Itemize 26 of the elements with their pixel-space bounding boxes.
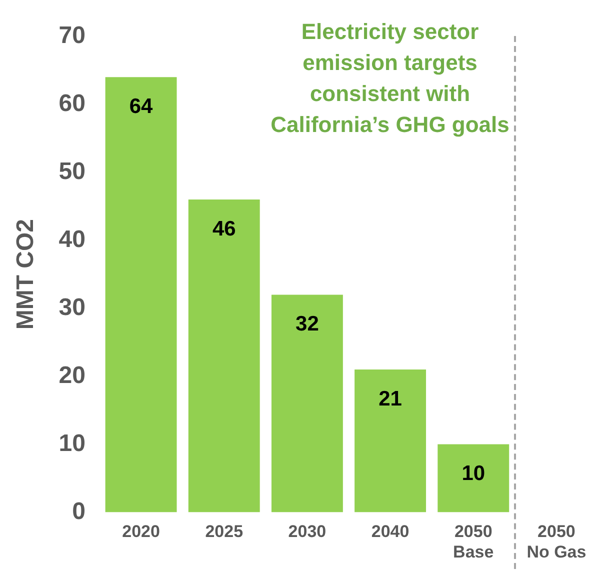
y-tick-label: 50 xyxy=(58,158,86,185)
bar xyxy=(354,369,426,512)
text: Electricity sector emission targets consistent with California’s GHG goals xyxy=(270,18,510,139)
bar xyxy=(271,294,343,512)
data-label: 46 xyxy=(212,217,236,240)
y-tick-label: 30 xyxy=(58,294,86,321)
y-axis-title: MMT CO2 xyxy=(12,218,40,330)
y-tick-label: 70 xyxy=(58,22,86,50)
data-label: 32 xyxy=(296,312,319,336)
data-label: 21 xyxy=(378,387,402,410)
x-tick-label: 2025 xyxy=(205,522,244,542)
x-tick-label: 2050 Base xyxy=(453,522,494,562)
bar xyxy=(188,200,260,512)
x-tick-label: 2020 xyxy=(122,522,160,542)
y-tick-label: 20 xyxy=(58,362,86,389)
x-tick-label: 2050 No Gas xyxy=(526,522,586,562)
x-tick-label: 2040 xyxy=(371,522,410,542)
data-label: 64 xyxy=(129,94,154,118)
y-tick-label: 0 xyxy=(72,498,86,525)
x-tick-label: 2030 xyxy=(288,522,326,542)
y-tick-label: 10 xyxy=(58,430,86,457)
bar xyxy=(105,77,177,512)
bar xyxy=(438,444,510,512)
data-label: 10 xyxy=(462,462,486,486)
y-tick-label: 40 xyxy=(58,226,86,253)
y-tick-label: 60 xyxy=(58,90,86,117)
